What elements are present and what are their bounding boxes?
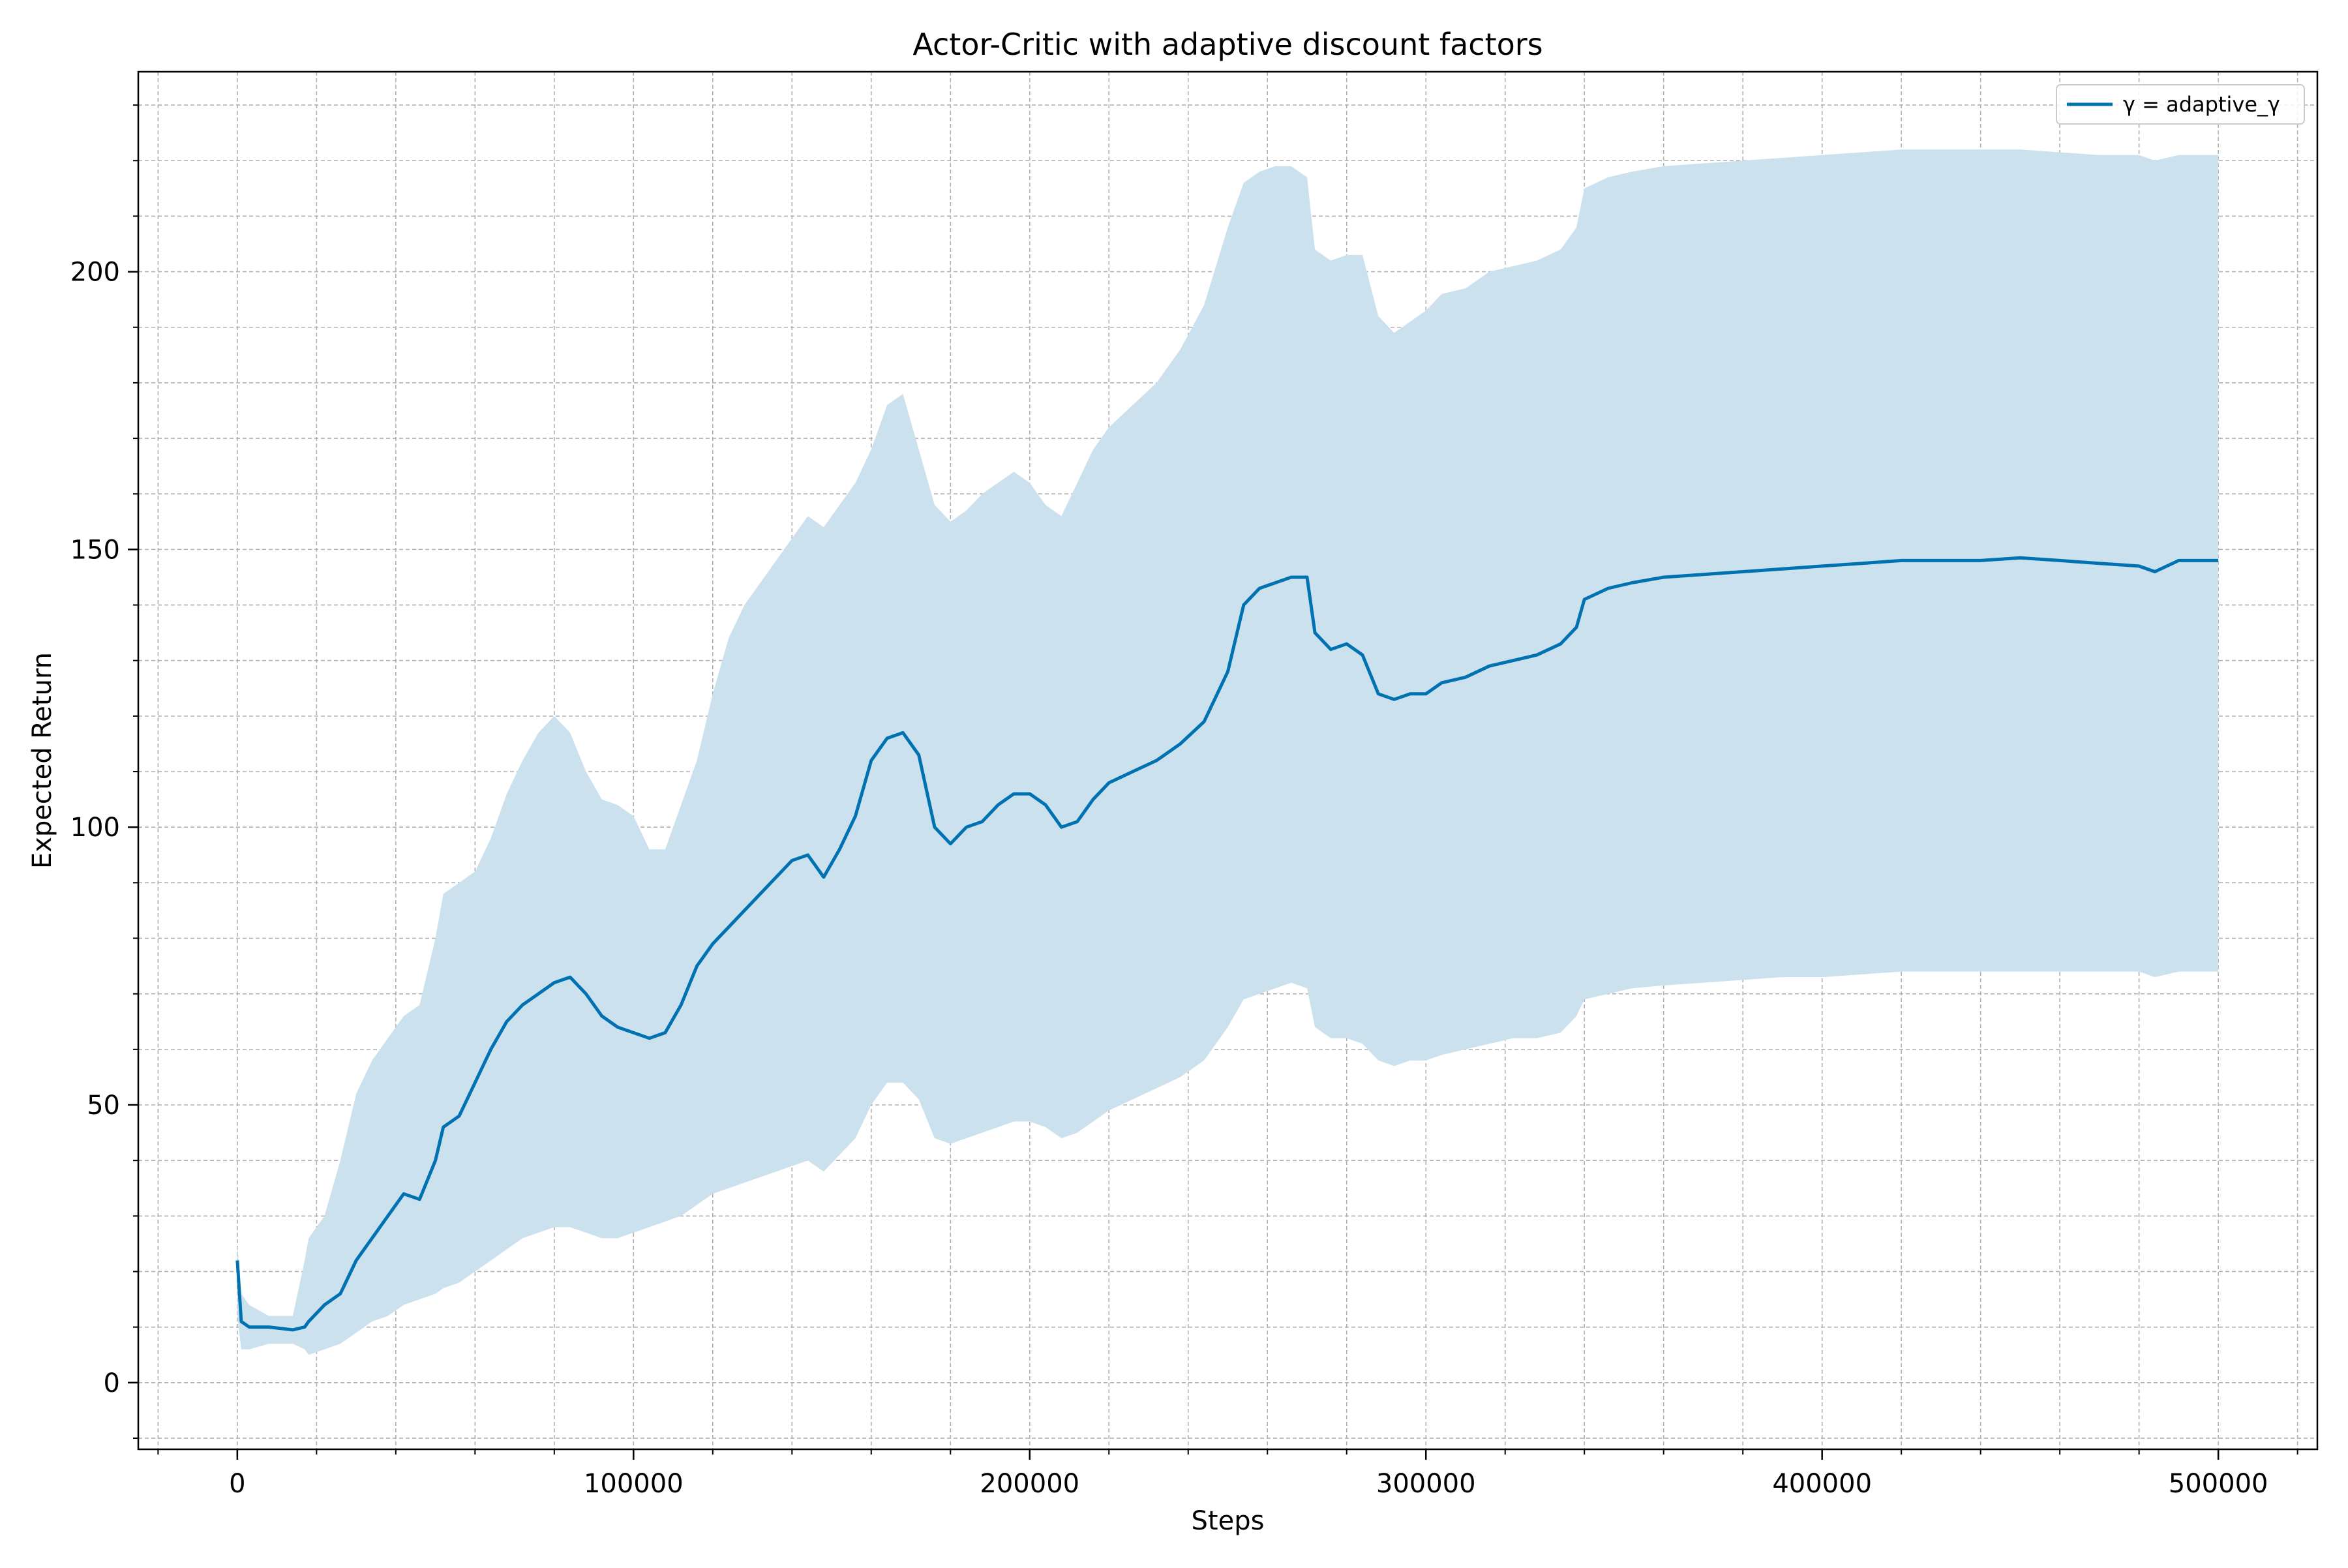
- x-tick-label: 200000: [980, 1469, 1079, 1499]
- y-tick-label: 150: [70, 535, 120, 565]
- x-tick-label: 0: [229, 1469, 245, 1499]
- x-tick-label: 500000: [2169, 1469, 2268, 1499]
- y-tick-label: 0: [104, 1368, 120, 1398]
- y-tick-label: 200: [70, 258, 120, 288]
- chart-title: Actor-Critic with adaptive discount fact…: [912, 27, 1543, 62]
- y-tick-label: 50: [87, 1091, 120, 1121]
- y-axis-label: Expected Return: [27, 652, 57, 869]
- y-tick-label: 100: [70, 813, 120, 843]
- confidence-band: [237, 149, 2219, 1355]
- x-tick-label: 400000: [1772, 1469, 1872, 1499]
- x-tick-label: 300000: [1376, 1469, 1476, 1499]
- legend-label: γ = adaptive_γ: [2123, 92, 2280, 117]
- series-line: [235, 556, 2219, 1332]
- x-axis-label: Steps: [1192, 1506, 1265, 1536]
- legend: γ = adaptive_γ: [2056, 84, 2305, 125]
- legend-box: [2056, 84, 2305, 125]
- x-tick-label: 100000: [584, 1469, 684, 1499]
- plot-area-frame: [137, 70, 2319, 1451]
